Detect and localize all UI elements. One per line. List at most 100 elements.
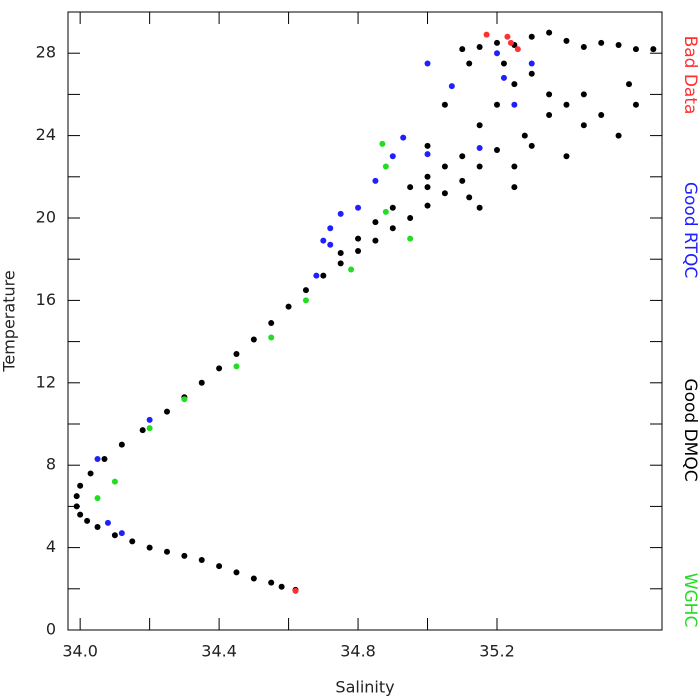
data-point: [164, 408, 170, 415]
data-point: [476, 122, 483, 129]
data-point: [500, 74, 507, 81]
data-point: [379, 140, 386, 147]
data-point: [250, 336, 257, 343]
data-point: [111, 532, 118, 539]
data-point: [302, 287, 309, 294]
data-point: [337, 250, 344, 257]
data-point: [632, 101, 639, 108]
y-tick-label: 20: [36, 208, 56, 227]
data-point: [632, 46, 639, 53]
data-point: [476, 144, 483, 151]
data-point: [77, 482, 84, 489]
data-point: [626, 81, 632, 88]
data-point: [494, 50, 500, 57]
data-point: [389, 204, 396, 211]
data-point: [327, 225, 334, 232]
data-point: [164, 548, 170, 555]
x-axis-label: Salinity: [335, 678, 394, 697]
data-point: [389, 153, 396, 160]
data-point: [528, 70, 535, 77]
legend-label: Good RTQC: [680, 182, 700, 278]
data-point: [84, 517, 91, 524]
data-point: [348, 266, 355, 273]
data-point: [476, 204, 483, 211]
data-point: [198, 556, 205, 563]
data-point: [216, 563, 223, 570]
data-point: [424, 173, 431, 180]
data-point: [101, 456, 108, 463]
data-point: [528, 60, 535, 67]
data-point: [459, 153, 466, 160]
data-point: [77, 511, 84, 518]
data-point: [146, 544, 153, 551]
data-point: [511, 163, 518, 170]
data-point: [521, 132, 528, 139]
y-tick-label: 28: [36, 43, 56, 62]
data-point: [424, 142, 431, 149]
legend-label: WGHC: [680, 573, 700, 628]
data-point: [580, 122, 587, 129]
data-point: [459, 46, 466, 53]
data-point: [233, 350, 240, 357]
data-point: [615, 132, 622, 139]
data-point: [389, 225, 396, 232]
data-point: [528, 33, 535, 40]
data-point: [546, 112, 553, 118]
data-point: [87, 470, 94, 477]
data-point: [372, 237, 379, 244]
data-point: [355, 204, 362, 211]
legend-label: Good DMQC: [680, 378, 700, 481]
data-point: [118, 441, 125, 448]
data-point: [476, 163, 483, 170]
data-point: [355, 247, 362, 254]
y-tick-label: 4: [46, 537, 56, 556]
data-point: [650, 46, 657, 53]
y-tick-label: 8: [46, 455, 56, 474]
data-point: [73, 493, 80, 500]
y-tick-label: 0: [46, 620, 56, 639]
y-tick-label: 12: [36, 372, 56, 391]
data-point: [129, 538, 136, 545]
data-point: [94, 524, 101, 530]
data-point: [268, 334, 275, 341]
data-point: [466, 194, 473, 201]
data-point: [111, 478, 118, 485]
x-tick-label: 34.4: [201, 642, 237, 661]
data-point: [424, 60, 431, 67]
data-point: [546, 29, 553, 36]
data-point: [615, 41, 622, 48]
data-point: [372, 177, 379, 184]
data-point: [424, 202, 431, 209]
data-point: [216, 365, 223, 372]
data-point: [511, 81, 518, 88]
data-point: [407, 235, 414, 242]
data-point: [233, 569, 240, 576]
data-point: [511, 184, 518, 191]
data-point: [459, 177, 466, 184]
data-point: [504, 33, 511, 40]
data-point: [441, 190, 448, 197]
plot-frame: [67, 11, 663, 631]
data-point: [598, 39, 605, 46]
data-point: [382, 208, 389, 215]
data-point: [514, 46, 521, 53]
data-point: [407, 184, 414, 191]
data-point: [268, 320, 275, 327]
legend-label: Bad Data: [680, 36, 700, 115]
data-point: [441, 163, 448, 170]
data-point: [268, 579, 275, 586]
data-point: [494, 147, 500, 154]
data-point: [424, 151, 431, 158]
data-point: [546, 91, 553, 98]
data-point: [181, 552, 188, 559]
data-point: [139, 427, 146, 434]
data-point: [382, 163, 389, 170]
x-tick-label: 34.0: [62, 642, 98, 661]
data-point: [400, 134, 407, 141]
data-point: [292, 587, 299, 594]
data-point: [278, 583, 285, 590]
y-axis-label: Temperature: [0, 270, 19, 372]
data-point: [198, 379, 205, 386]
data-point: [441, 101, 448, 108]
data-point: [302, 297, 309, 304]
